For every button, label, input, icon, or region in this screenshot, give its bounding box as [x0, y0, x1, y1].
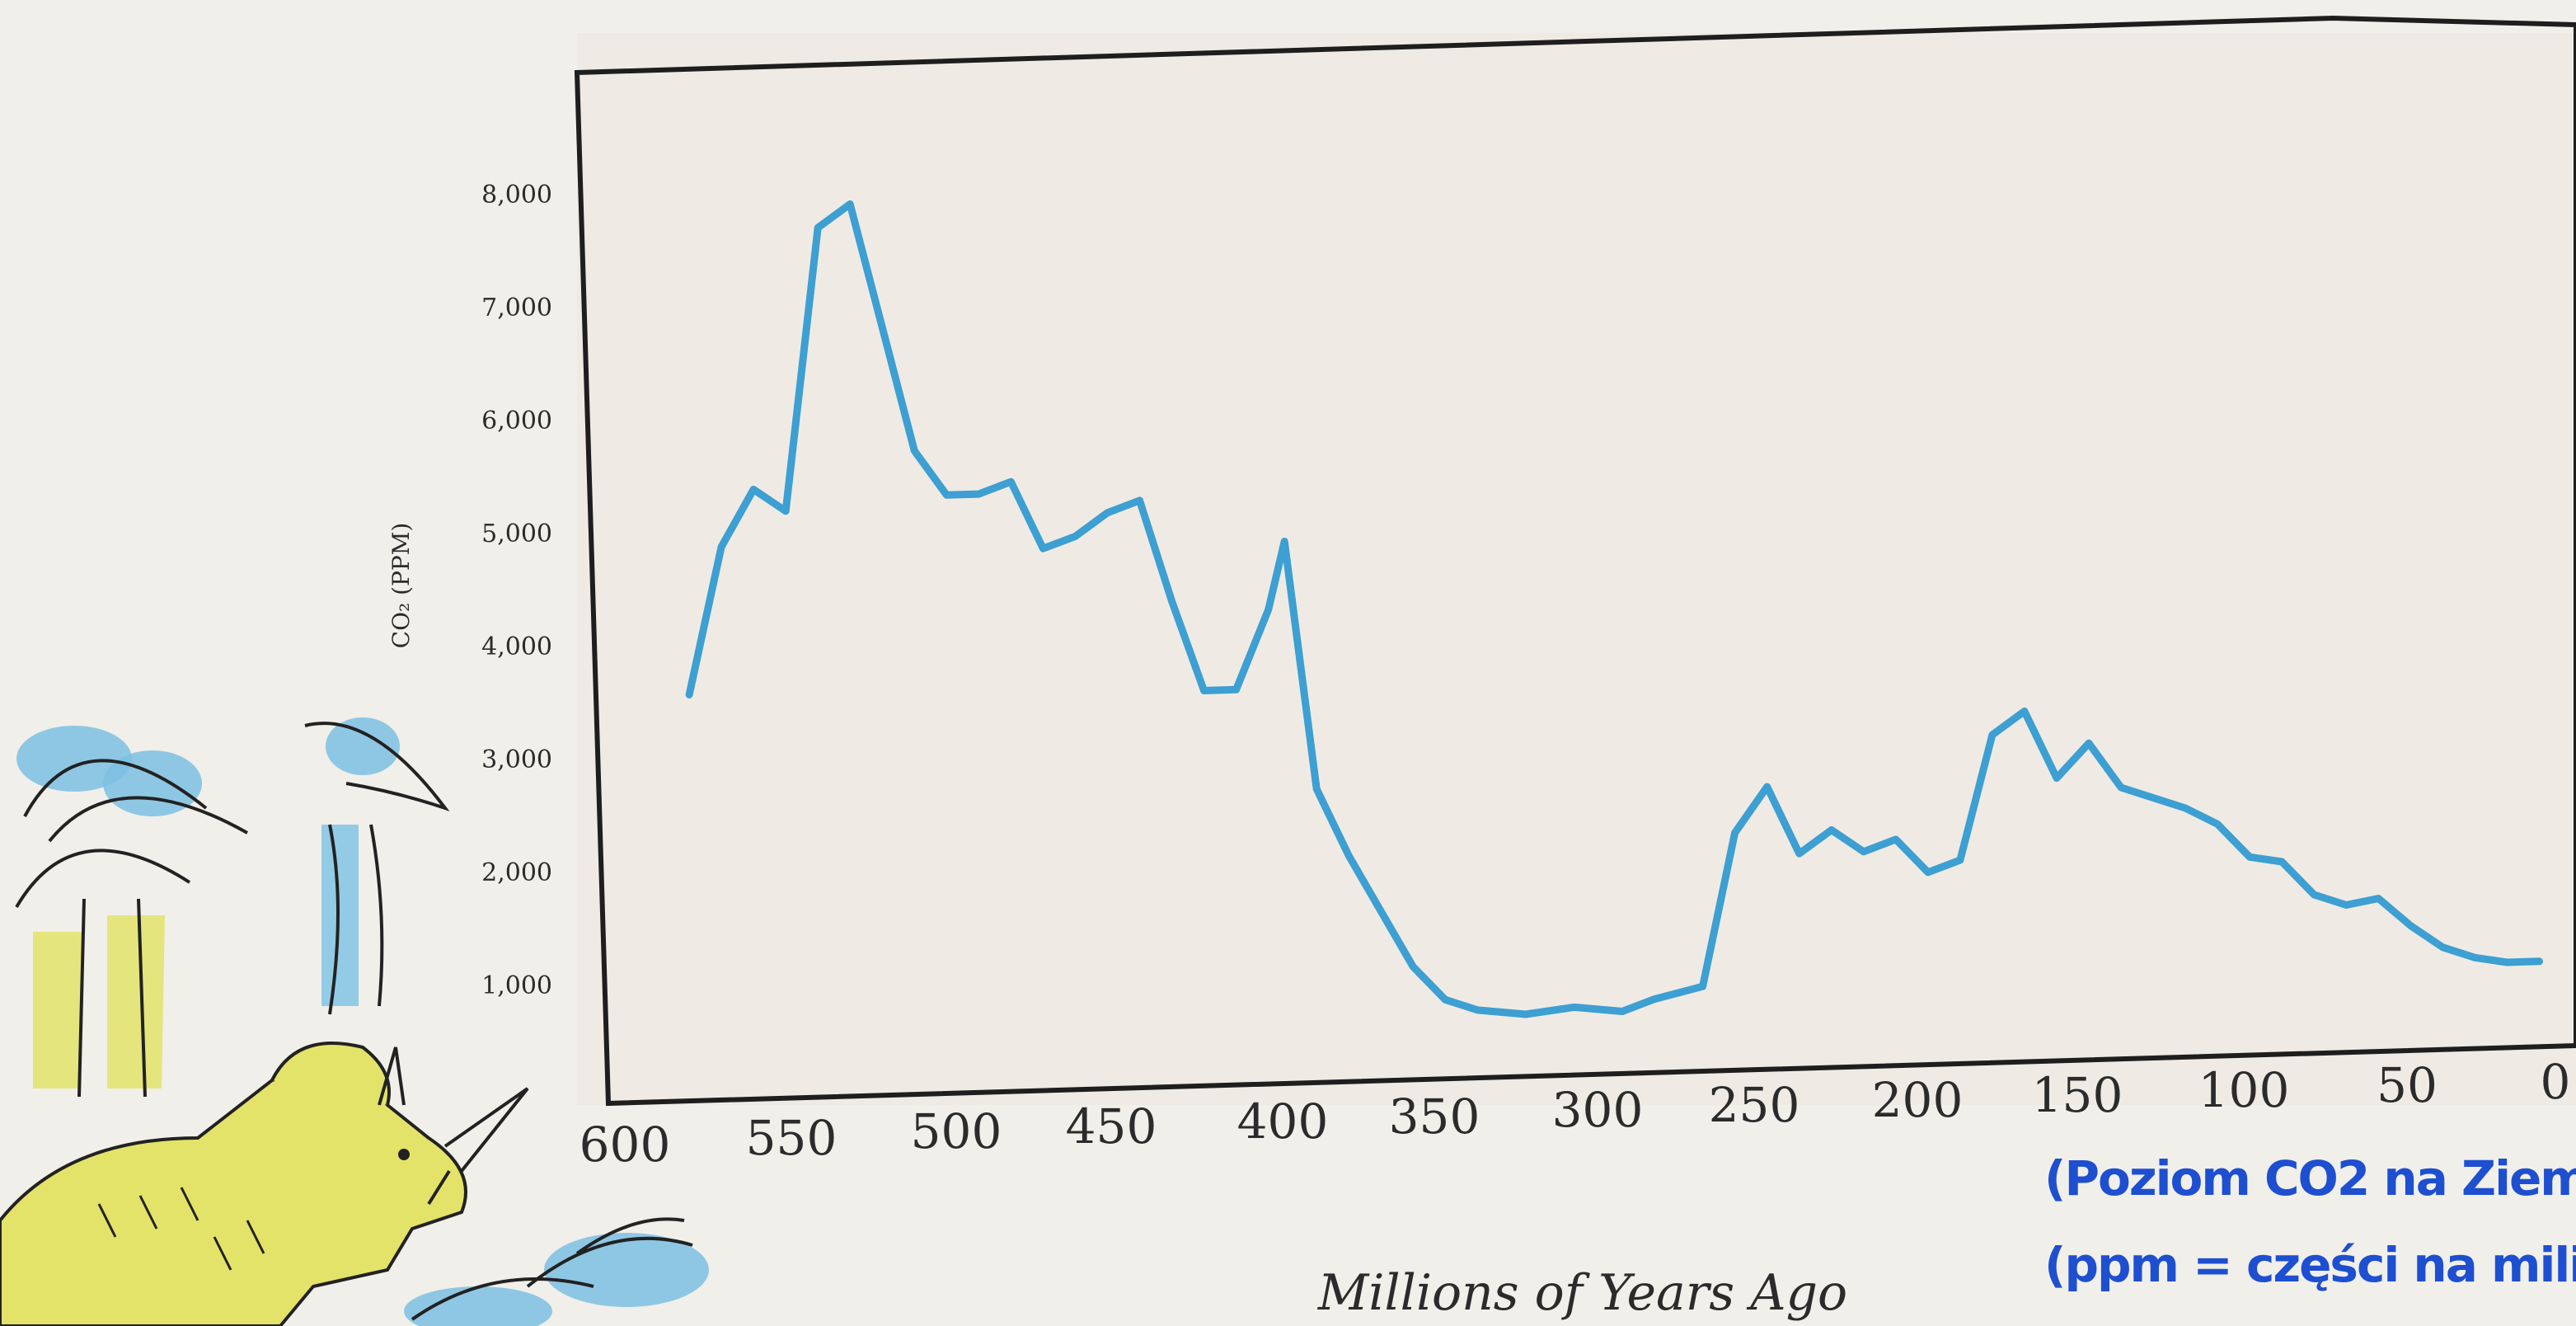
y-tick-labels: 1,000 2,000 3,000 4,000 5,000 6,000 7,00… [481, 181, 552, 1000]
palm-frond-blob-1 [16, 726, 132, 792]
y-tick-3000: 3,000 [481, 745, 552, 774]
x-tick-200: 200 [1872, 1072, 1964, 1128]
x-tick-450: 450 [1066, 1098, 1157, 1154]
palm-frond-lines-1 [15, 759, 248, 909]
palm-frond-blob-4 [321, 825, 359, 1006]
x-tick-250: 250 [1709, 1077, 1800, 1133]
plot-background [577, 33, 2576, 1105]
x-tick-600: 600 [579, 1117, 671, 1173]
palm-frond-blob-3 [326, 717, 400, 775]
triceratops-eye [398, 1149, 410, 1160]
palm-frond-blob-2 [103, 750, 202, 816]
y-tick-6000: 6,000 [481, 407, 552, 435]
x-tick-labels: 600 550 500 450 400 350 300 250 200 150 … [579, 1054, 2571, 1173]
palm-trunk-outline-1 [77, 898, 86, 1098]
y-tick-4000: 4,000 [481, 632, 552, 661]
x-tick-50: 50 [2377, 1057, 2438, 1113]
triceratops-frill [270, 1042, 391, 1106]
caption-line-2: (ppm = części na milion) [2044, 1237, 2576, 1293]
y-tick-8000: 8,000 [481, 181, 552, 209]
x-tick-0: 0 [2541, 1054, 2571, 1110]
palm-frond-lines-2 [304, 722, 450, 1015]
x-tick-500: 500 [911, 1103, 1002, 1159]
caption-line-1: (Poziom CO2 na Ziemi [2044, 1150, 2576, 1206]
triceratops-horns [378, 1046, 529, 1206]
plot-frame [574, 15, 2576, 1107]
palm-trunk-left [33, 932, 82, 1089]
triceratops-and-palm-trees [0, 717, 709, 1326]
x-tick-150: 150 [2032, 1067, 2123, 1123]
palm-trunk-outline-2 [137, 898, 147, 1098]
y-tick-1000: 1,000 [481, 971, 552, 1000]
fern-blob-2 [404, 1286, 552, 1326]
y-tick-5000: 5,000 [481, 520, 552, 548]
x-tick-300: 300 [1552, 1082, 1644, 1138]
x-tick-100: 100 [2198, 1062, 2290, 1118]
x-tick-350: 350 [1389, 1089, 1480, 1145]
x-tick-400: 400 [1237, 1093, 1329, 1150]
palm-trunk-right [107, 915, 165, 1089]
y-tick-7000: 7,000 [481, 294, 552, 322]
y-tick-2000: 2,000 [481, 858, 552, 887]
triceratops-texture [97, 1187, 265, 1271]
co2-series-line [685, 200, 2543, 1018]
y-axis-label: CO₂ (PPM) [387, 523, 415, 649]
fern-lines [411, 1217, 693, 1321]
x-axis-label: Millions of Years Ago [1317, 1264, 1847, 1322]
x-tick-550: 550 [746, 1110, 838, 1166]
